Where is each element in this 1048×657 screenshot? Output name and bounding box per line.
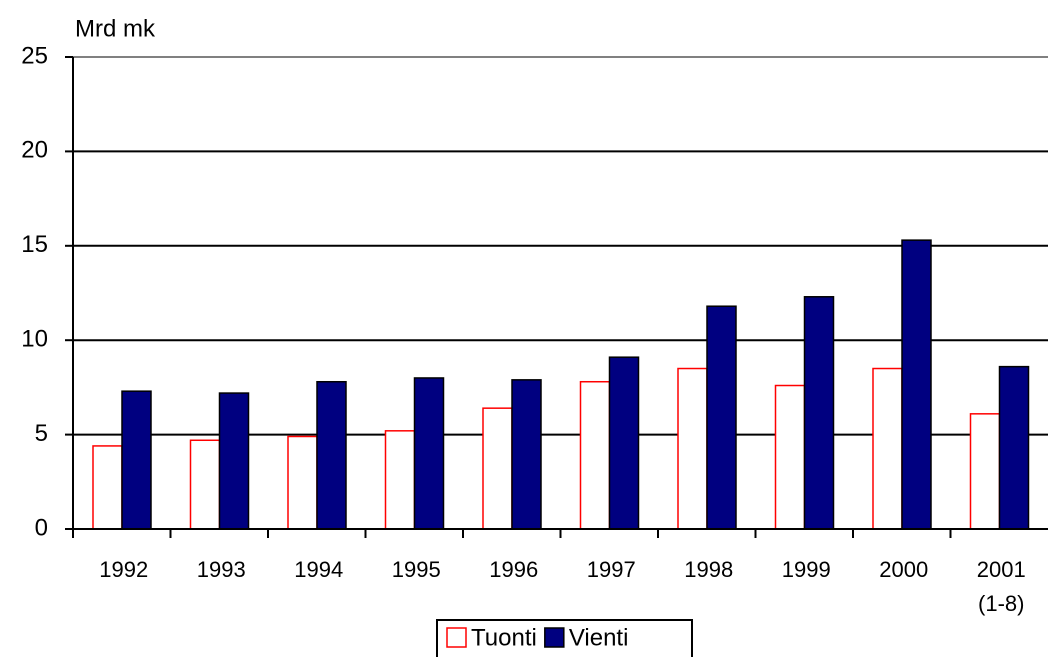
y-axis-label: Mrd mk xyxy=(75,15,156,42)
y-tick-label: 5 xyxy=(35,420,48,447)
bar xyxy=(803,296,835,530)
bar xyxy=(706,305,737,530)
bar xyxy=(511,379,542,530)
bar xyxy=(608,356,640,530)
y-tick-label: 0 xyxy=(35,514,48,541)
bar xyxy=(579,380,611,530)
bar xyxy=(969,413,1001,530)
x-tick-label: 1996 xyxy=(489,557,538,582)
legend-swatch xyxy=(544,627,565,648)
y-tick-label: 10 xyxy=(21,326,48,353)
bar xyxy=(92,445,123,530)
x-tick-label: 1999 xyxy=(782,557,831,582)
x-tick-label: 2000 xyxy=(879,557,928,582)
x-tick-label: 1993 xyxy=(197,557,246,582)
bar xyxy=(998,365,1030,530)
x-tick-label: 1995 xyxy=(392,557,441,582)
x-tick-label: 2001 (1-8) xyxy=(977,557,1026,616)
y-tick-label: 20 xyxy=(21,137,48,164)
x-tick-label: 1992 xyxy=(99,557,148,582)
bar xyxy=(121,390,152,530)
bar xyxy=(189,439,221,530)
bar xyxy=(872,367,903,530)
bar xyxy=(482,407,513,530)
x-tick-label: 1994 xyxy=(294,557,343,582)
bar xyxy=(218,392,250,530)
y-tick-label: 15 xyxy=(21,231,48,258)
x-tick-label: 1997 xyxy=(587,557,636,582)
bar xyxy=(287,435,318,530)
bar xyxy=(384,430,416,530)
bar xyxy=(774,384,806,530)
legend-label: Vienti xyxy=(569,624,629,651)
y-tick-label: 25 xyxy=(21,42,48,69)
bar xyxy=(316,380,347,530)
x-tick-label: 1998 xyxy=(684,557,733,582)
legend-label: Tuonti xyxy=(471,624,537,651)
bar xyxy=(413,377,445,530)
legend-swatch xyxy=(446,627,467,648)
bar xyxy=(901,239,932,530)
bar xyxy=(677,367,708,530)
